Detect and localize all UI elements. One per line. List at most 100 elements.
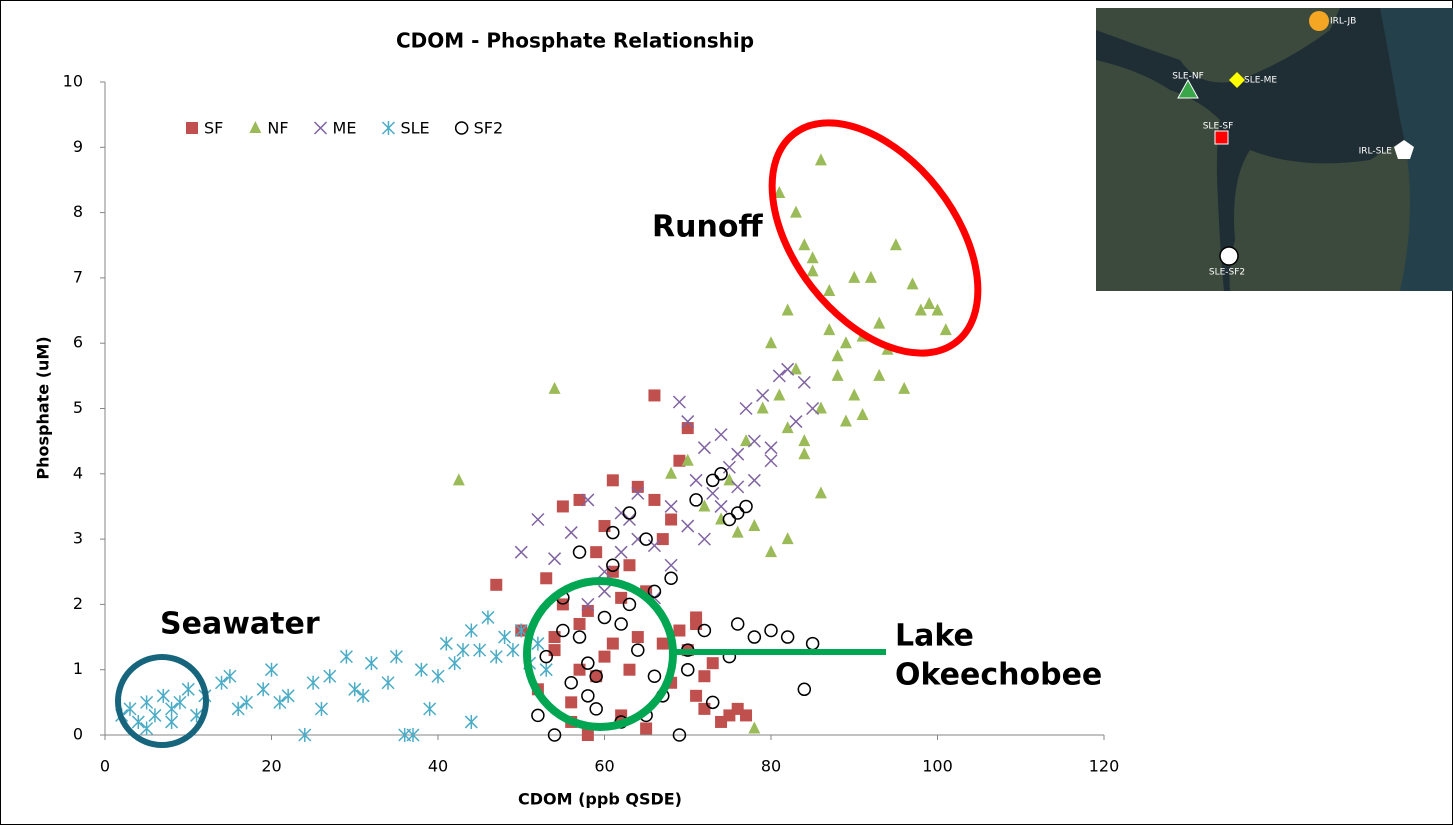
point — [348, 682, 362, 697]
point — [464, 714, 478, 729]
point — [798, 238, 811, 251]
point — [831, 368, 844, 381]
point — [789, 362, 802, 375]
legend-marker — [381, 121, 395, 135]
seawater-circle — [115, 654, 209, 748]
point — [781, 303, 794, 316]
runoff-ellipse — [768, 119, 982, 357]
point — [389, 649, 403, 664]
point — [556, 500, 569, 513]
point — [806, 251, 819, 264]
point — [581, 656, 595, 670]
point — [765, 336, 777, 349]
point — [765, 545, 777, 558]
point — [740, 709, 753, 722]
point — [739, 401, 753, 416]
point — [581, 597, 595, 611]
y-tick-label: 6 — [73, 333, 83, 352]
point — [664, 571, 678, 586]
point — [747, 630, 762, 644]
point — [323, 669, 337, 684]
point — [622, 506, 637, 520]
point — [539, 649, 553, 664]
point — [581, 493, 595, 507]
point — [548, 644, 561, 657]
point — [722, 512, 737, 527]
point — [889, 238, 902, 251]
point — [548, 381, 561, 394]
legend-marker — [249, 121, 262, 133]
point — [665, 513, 678, 526]
x-tick-label: 100 — [922, 757, 953, 776]
x-tick-label: 60 — [594, 757, 614, 776]
point — [531, 512, 545, 527]
point — [864, 270, 877, 283]
point — [839, 336, 852, 349]
point — [690, 689, 703, 702]
point — [573, 663, 586, 676]
point — [923, 297, 936, 310]
point — [656, 637, 669, 650]
y-tick-label: 8 — [73, 202, 83, 221]
point — [590, 670, 603, 683]
legend-marker — [186, 122, 198, 134]
point — [939, 323, 952, 336]
point — [681, 453, 694, 466]
point — [781, 421, 794, 434]
point — [414, 662, 428, 677]
point — [631, 486, 645, 500]
point — [481, 610, 495, 625]
point — [314, 701, 328, 716]
point — [597, 610, 612, 625]
point — [914, 303, 927, 316]
y-tick-label: 0 — [73, 725, 83, 744]
point — [831, 349, 844, 362]
map-label: SLE-SF2 — [1209, 268, 1245, 278]
point — [697, 441, 711, 455]
point — [931, 303, 944, 316]
point — [223, 669, 237, 684]
map-label: IRL-SLE — [1359, 147, 1393, 157]
point — [672, 395, 686, 409]
point — [906, 277, 919, 290]
point — [581, 729, 594, 741]
point — [431, 669, 445, 684]
point — [565, 696, 578, 709]
point — [606, 558, 620, 572]
point — [531, 708, 545, 723]
point — [556, 623, 570, 638]
point — [606, 474, 619, 487]
point — [780, 630, 795, 644]
point — [689, 473, 703, 487]
map-label: SLE-SF — [1203, 122, 1234, 132]
point — [705, 695, 720, 710]
point — [697, 532, 711, 546]
point — [665, 466, 678, 479]
x-tick-label: 20 — [261, 757, 281, 776]
point — [356, 688, 370, 703]
point — [573, 617, 586, 630]
point — [697, 623, 712, 638]
annotation: Lake — [895, 619, 974, 654]
point — [231, 701, 245, 716]
point — [640, 722, 653, 735]
legend-marker — [314, 121, 328, 135]
point — [615, 591, 628, 604]
point — [273, 695, 287, 710]
point — [589, 702, 603, 716]
point — [564, 676, 578, 690]
point — [730, 506, 745, 520]
point — [797, 375, 811, 389]
point — [731, 447, 745, 461]
point — [806, 401, 820, 416]
point — [597, 565, 612, 579]
point — [473, 643, 487, 658]
point — [590, 546, 603, 559]
map-label: SLE-NF — [1172, 72, 1204, 82]
map-label: IRL-JB — [1330, 17, 1356, 27]
point — [598, 520, 611, 533]
point — [673, 624, 686, 637]
point — [572, 545, 587, 559]
point — [648, 389, 661, 402]
point — [823, 283, 836, 296]
